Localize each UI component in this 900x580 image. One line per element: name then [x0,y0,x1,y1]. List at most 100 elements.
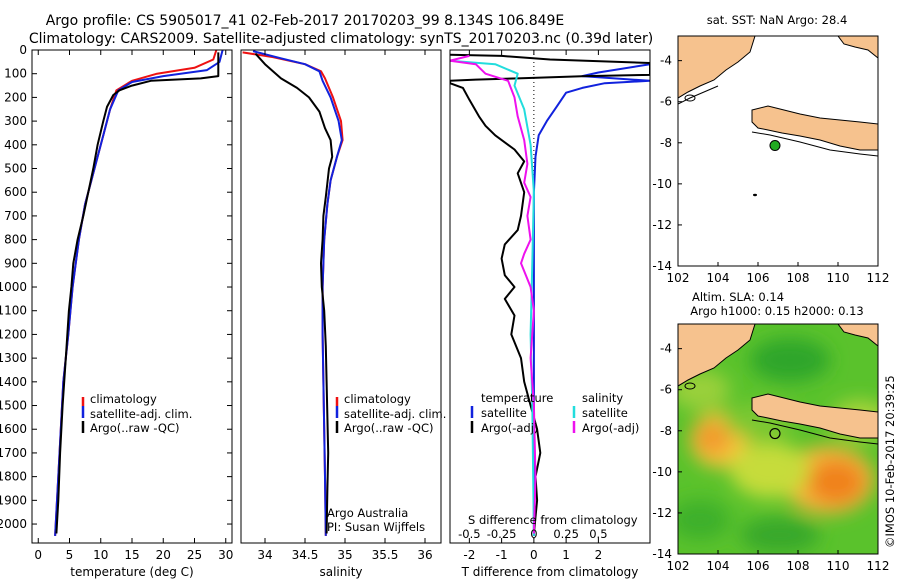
series-climatology [54,50,218,536]
salinity-curves [242,50,344,536]
y-tick-label: 700 [4,209,27,223]
legend-label-t-argo: Argo(-adj) [481,421,538,435]
y-tick-label: 1100 [0,304,27,318]
x-tick-label: 5 [66,548,74,562]
s-difference-x-axis: -0.5 -0.25 0 0.25 0.5 [458,527,607,541]
annotation-pi: PI: Susan Wijffels [327,520,425,534]
series-satellite-adj-clim [54,50,224,536]
lat-tick-label: -6 [660,383,672,397]
legend-label-argo: Argo(..raw -QC) [344,421,434,435]
salinity-axes-box [240,49,442,544]
annotation-argo-australia: Argo Australia [327,506,408,520]
y-tick-label: 0 [19,43,27,57]
lon-tick-label: 102 [667,559,690,573]
lat-tick-label: -12 [652,218,672,232]
island-outline [684,94,696,102]
sumatra-coast-outline [678,85,719,105]
y-tick-label: 1300 [0,351,27,365]
lon-tick-label: 102 [667,271,690,285]
series-satellite-adj-clim [252,50,343,536]
sst-map-longitude-axis: 102 104 106 108 110 112 [667,262,889,285]
s-tick-label: 0.25 [553,527,579,541]
lat-tick-label: -10 [652,465,672,479]
legend-label-climatology: climatology [90,392,157,406]
y-tick-label: 2000 [0,517,27,531]
x-tick-label: 35.5 [372,548,399,562]
s-difference-label: S difference from climatology [468,513,638,527]
legend-label-climatology: climatology [344,392,411,406]
series-salinity-argo-adj [450,54,537,534]
y-tick-label: 1600 [0,422,27,436]
sla-map-latitude-axis: -4 -6 -8 -10 -12 -14 [652,342,682,561]
x-tick-label: -1 [496,548,508,562]
s-tick-label: 0 [530,527,537,541]
sla-map-frame [677,323,879,555]
y-tick-label: 1900 [0,493,27,507]
sla-map-title: Altim. SLA: 0.14 [692,290,784,304]
sst-map-frame [677,35,879,267]
borneo-landmass [837,324,878,347]
title-line-2: Climatology: CARS2009. Satellite-adjuste… [29,31,653,47]
legend-label-t-satellite: satellite [481,406,527,420]
difference-legend: temperature satellite Argo(-adj) salinit… [470,391,639,435]
x-tick-label: 34.5 [292,548,319,562]
lat-tick-label: -14 [652,259,672,273]
lon-tick-label: 108 [787,559,810,573]
x-tick-label: 36 [417,548,432,562]
lon-tick-label: 110 [827,559,850,573]
lat-tick-label: -8 [660,136,672,150]
lon-tick-label: 108 [787,271,810,285]
y-tick-label: 500 [4,162,27,176]
lat-tick-label: -4 [660,54,672,68]
y-tick-label: 1500 [0,399,27,413]
x-tick-label: -2 [463,548,475,562]
y-tick-label: 300 [4,114,27,128]
sla-map-area [678,324,878,554]
imos-credit: ©IMOS 10-Feb-2017 20:39:25 [883,375,897,548]
s-tick-label: -0.5 [458,527,480,541]
legend-label-satellite: satellite-adj. clim. [90,407,192,421]
s-tick-label: -0.25 [487,527,517,541]
x-tick-label: 20 [156,548,171,562]
lon-tick-label: 112 [867,559,890,573]
lon-tick-label: 106 [747,271,770,285]
small-island [753,193,757,197]
temperature-legend: climatology satellite-adj. clim. Argo(..… [81,392,192,435]
legend-label-satellite: satellite-adj. clim. [344,407,446,421]
sst-map-latitude-axis: -4 -6 -8 -10 -12 -14 [652,54,682,273]
difference-axes-box [449,49,651,544]
island-outline [684,382,696,390]
legend-salinity-heading: salinity [582,391,623,405]
sla-map-subtitle: Argo h1000: 0.15 h2000: 0.13 [690,304,863,318]
x-tick-label: 0 [530,548,538,562]
series-argo-raw-qc [55,52,220,534]
series-temperature-satellite [532,63,650,536]
y-tick-label: 1200 [0,327,27,341]
borneo-landmass [837,36,878,59]
lon-tick-label: 104 [707,271,730,285]
sumatra-landmass [678,36,756,99]
salinity-legend: climatology satellite-adj. clim. Argo(..… [335,392,446,435]
y-tick-label: 400 [4,138,27,152]
sumatra-landmass [678,324,756,387]
java-landmass [751,393,878,439]
salinity-x-axis: 34 34.5 35 35.5 36 [257,50,433,562]
lon-tick-label: 110 [827,271,850,285]
difference-curves [450,53,650,536]
lat-tick-label: -14 [652,547,672,561]
difference-panel: -2 -1 0 1 2 -0.5 -0.25 0 0.25 0.5 S difference f… [449,49,651,579]
x-tick-label: 34 [257,548,272,562]
series-argo-raw-qc [254,52,334,534]
java-landmass [751,105,878,151]
lat-tick-label: -10 [652,177,672,191]
legend-temperature-heading: temperature [481,391,553,405]
lat-tick-label: -12 [652,506,672,520]
t-difference-x-axis: -2 -1 0 1 2 [463,50,602,562]
difference-xlabel: T difference from climatology [461,565,639,579]
lat-tick-label: -8 [660,424,672,438]
title-line-1: Argo profile: CS 5905017_41 02-Feb-2017 … [46,13,565,29]
x-tick-label: 25 [187,548,202,562]
y-tick-label: 1800 [0,470,27,484]
temperature-axes-box [31,49,233,544]
